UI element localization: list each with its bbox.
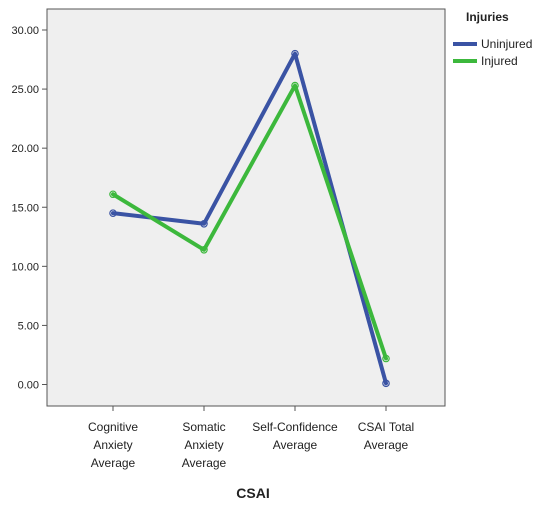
x-category-label-line: Anxiety bbox=[184, 438, 223, 452]
data-point-injured bbox=[382, 354, 390, 363]
x-category-label: Somatic Anxiety Average bbox=[182, 420, 227, 470]
y-tick-label: 20.00 bbox=[11, 143, 39, 155]
data-point-uninjured bbox=[291, 49, 299, 58]
y-tick-label: 0.00 bbox=[18, 380, 39, 392]
y-tick-label: 10.00 bbox=[11, 261, 39, 273]
x-category-label-line: CSAI Total bbox=[358, 420, 414, 434]
legend: Injuries Uninjured Injured bbox=[453, 10, 532, 68]
x-axis-title: CSAI bbox=[236, 485, 269, 501]
x-category-label-line: Anxiety bbox=[93, 438, 132, 452]
legend-label-injured: Injured bbox=[481, 54, 518, 68]
x-category-label-line: Somatic bbox=[182, 420, 225, 434]
legend-title: Injuries bbox=[466, 10, 509, 24]
y-axis: 0.00 5.00 10.00 15.00 20.00 25.00 30.00 bbox=[11, 25, 47, 392]
y-tick-label: 15.00 bbox=[11, 202, 39, 214]
x-axis: Cognitive Anxiety Average Somatic Anxiety Ave… bbox=[88, 406, 414, 470]
y-tick-label: 5.00 bbox=[18, 320, 39, 332]
data-point-injured bbox=[291, 81, 299, 90]
x-category-label: Self-Confidence Average bbox=[252, 420, 338, 452]
y-tick-label: 30.00 bbox=[11, 25, 39, 37]
x-category-label-line: Average bbox=[273, 438, 318, 452]
data-point-injured bbox=[200, 245, 208, 254]
x-category-label-line: Self-Confidence bbox=[252, 420, 338, 434]
data-point-uninjured bbox=[382, 379, 390, 388]
y-tick-label: 25.00 bbox=[11, 84, 39, 96]
x-category-label: Cognitive Anxiety Average bbox=[88, 420, 138, 470]
x-category-label: CSAI Total Average bbox=[358, 420, 414, 452]
data-point-injured bbox=[109, 190, 117, 199]
x-category-label-line: Average bbox=[364, 438, 409, 452]
series-line-injured bbox=[111, 83, 388, 361]
legend-label-uninjured: Uninjured bbox=[481, 37, 532, 51]
plot-area bbox=[46, 8, 446, 407]
x-category-label-line: Average bbox=[91, 456, 136, 470]
data-point-uninjured bbox=[109, 209, 117, 217]
data-point-uninjured bbox=[200, 219, 208, 228]
x-category-label-line: Average bbox=[182, 456, 227, 470]
series-layer bbox=[109, 49, 390, 388]
x-category-label-line: Cognitive bbox=[88, 420, 138, 434]
